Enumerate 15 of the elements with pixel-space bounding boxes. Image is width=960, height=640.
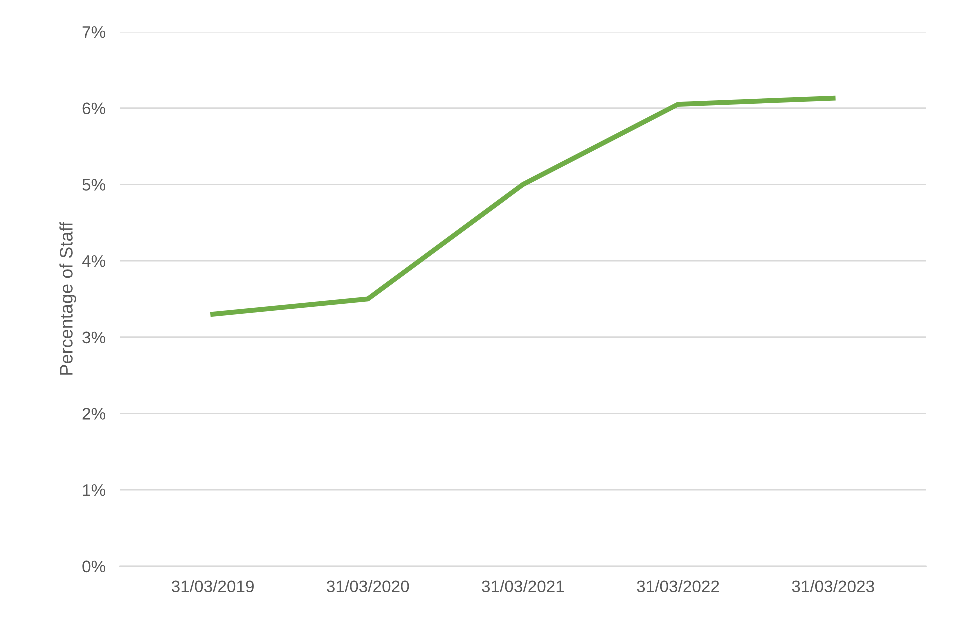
x-tick-label: 31/03/2023 <box>792 580 874 593</box>
x-tick-label: 31/03/2019 <box>172 580 254 593</box>
y-tick-label: 1% <box>83 484 106 496</box>
y-tick-label: 0% <box>82 560 106 573</box>
x-tick-label: 31/03/2020 <box>327 580 410 593</box>
y-tick-label: 5% <box>82 179 106 191</box>
y-tick-label: 6% <box>82 102 106 115</box>
y-tick-label: 2% <box>82 408 106 420</box>
x-tick-label: 31/03/2022 <box>637 580 720 593</box>
line-series <box>210 96 836 317</box>
y-tick-label: 7% <box>82 26 106 38</box>
y-axis-title: Percentage of Staff <box>60 222 76 375</box>
x-tick-label: 31/03/2021 <box>482 580 564 593</box>
y-tick-label: 3% <box>82 332 106 344</box>
y-tick-label: 4% <box>82 256 106 268</box>
